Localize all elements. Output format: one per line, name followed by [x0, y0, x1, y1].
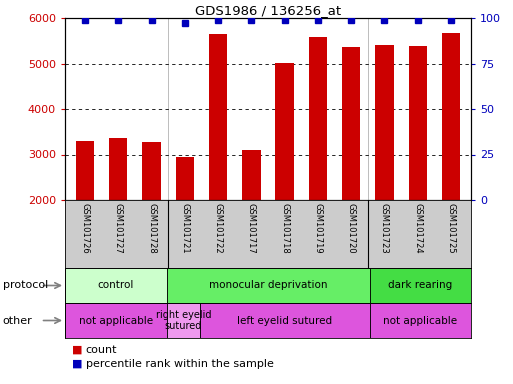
Text: monocular deprivation: monocular deprivation — [209, 280, 327, 291]
Bar — [408, 46, 427, 200]
Text: percentile rank within the sample: percentile rank within the sample — [86, 359, 273, 369]
Text: GSM101727: GSM101727 — [114, 204, 123, 254]
Bar — [442, 33, 460, 200]
Text: count: count — [86, 345, 117, 355]
Bar — [376, 45, 393, 200]
Bar — [369, 303, 471, 338]
Text: protocol: protocol — [3, 280, 48, 291]
Bar — [76, 141, 94, 200]
Bar — [201, 303, 369, 338]
Bar — [65, 268, 167, 303]
Text: GSM101719: GSM101719 — [313, 204, 322, 254]
Text: GSM101721: GSM101721 — [180, 204, 189, 254]
Text: GSM101724: GSM101724 — [413, 204, 422, 254]
Text: dark rearing: dark rearing — [388, 280, 452, 291]
Bar — [309, 36, 327, 200]
Bar — [342, 47, 360, 200]
Text: GSM101717: GSM101717 — [247, 204, 256, 254]
Text: GSM101722: GSM101722 — [213, 204, 223, 254]
Bar — [275, 63, 294, 200]
Text: GSM101725: GSM101725 — [446, 204, 456, 254]
Bar — [175, 157, 194, 200]
Text: ■: ■ — [65, 345, 83, 355]
Bar — [369, 268, 471, 303]
Text: GSM101723: GSM101723 — [380, 204, 389, 254]
Bar — [167, 268, 369, 303]
Text: GSM101726: GSM101726 — [81, 204, 89, 254]
Title: GDS1986 / 136256_at: GDS1986 / 136256_at — [195, 4, 341, 17]
Text: not applicable: not applicable — [78, 316, 153, 326]
Text: GSM101718: GSM101718 — [280, 204, 289, 254]
Bar — [167, 303, 201, 338]
Text: ■: ■ — [65, 359, 83, 369]
Text: control: control — [97, 280, 134, 291]
Text: right eyelid
sutured: right eyelid sutured — [155, 310, 211, 331]
Bar — [65, 303, 167, 338]
Text: GSM101720: GSM101720 — [347, 204, 356, 254]
Text: GSM101728: GSM101728 — [147, 204, 156, 254]
Text: left eyelid sutured: left eyelid sutured — [238, 316, 332, 326]
Text: other: other — [3, 316, 32, 326]
Bar — [109, 138, 127, 200]
Bar — [209, 34, 227, 200]
Bar — [143, 142, 161, 200]
Bar — [242, 150, 261, 200]
Text: not applicable: not applicable — [383, 316, 457, 326]
